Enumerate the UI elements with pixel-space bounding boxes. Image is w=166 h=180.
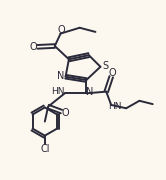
Text: O: O bbox=[29, 42, 37, 52]
Text: Cl: Cl bbox=[40, 144, 50, 154]
Text: O: O bbox=[58, 25, 65, 35]
Text: HN: HN bbox=[51, 87, 65, 96]
Text: O: O bbox=[62, 108, 69, 118]
Text: HN: HN bbox=[109, 102, 122, 111]
Text: S: S bbox=[103, 61, 109, 71]
Text: N: N bbox=[57, 71, 65, 81]
Text: N: N bbox=[86, 87, 94, 97]
Text: O: O bbox=[108, 68, 116, 78]
